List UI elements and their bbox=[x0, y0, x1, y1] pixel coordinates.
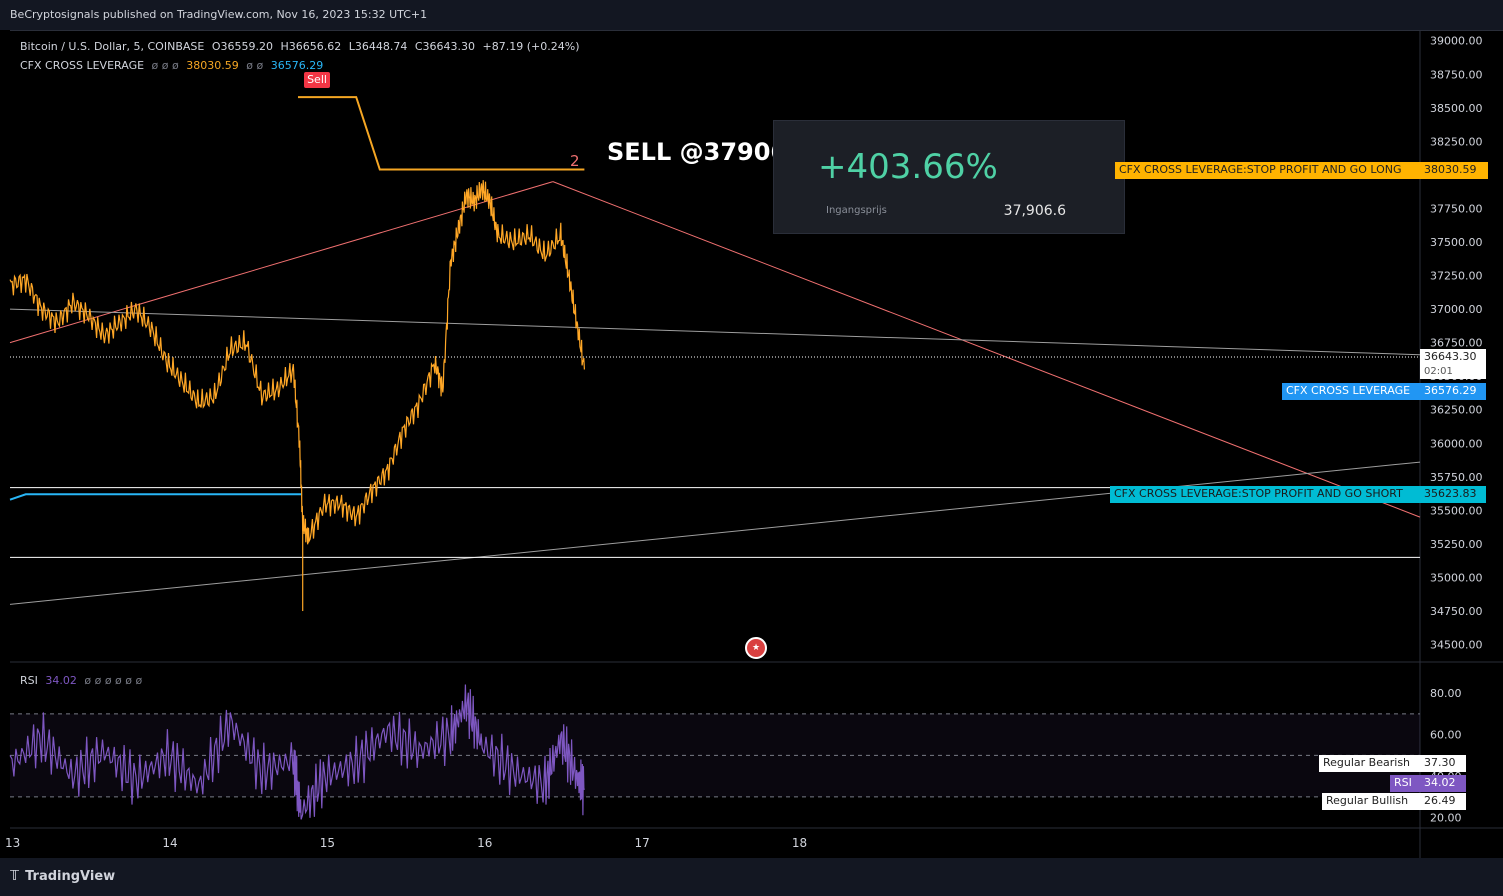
stop-long-value: 38030.59 bbox=[1420, 162, 1488, 179]
change-value: +87.19 (+0.24%) bbox=[482, 40, 580, 53]
rsi-axis-tick: 80.00 bbox=[1430, 687, 1462, 700]
time-axis-tick: 14 bbox=[162, 836, 177, 850]
price-series-line bbox=[9, 180, 585, 545]
countdown-tag: 02:01 bbox=[1420, 365, 1486, 379]
indicator-value-orange: 38030.59 bbox=[186, 59, 239, 72]
indicator-legend: CFX CROSS LEVERAGE ø ø ø 38030.59 ø ø 36… bbox=[20, 59, 327, 72]
time-axis-tick: 17 bbox=[634, 836, 649, 850]
cfx-stop-line-blue bbox=[9, 493, 302, 501]
stop-short-label: CFX CROSS LEVERAGE:STOP PROFIT AND GO SH… bbox=[1110, 486, 1420, 503]
price-axis-tick: 34500.00 bbox=[1430, 639, 1483, 652]
trendline-grey-lower bbox=[9, 461, 1421, 605]
rsi-label-tag: RSI bbox=[1390, 775, 1420, 792]
low-value: L36448.74 bbox=[348, 40, 408, 53]
sell-note: SELL @37906 bbox=[607, 138, 788, 166]
rsi-legend: RSI 34.02 ø ø ø ø ø ø bbox=[20, 674, 146, 687]
tradingview-logo[interactable]: 𝕋 TradingView bbox=[10, 869, 115, 884]
time-axis-tick: 13 bbox=[5, 836, 20, 850]
cfx-value-tag: 36576.29 bbox=[1420, 383, 1486, 400]
price-axis-tick: 39000.00 bbox=[1430, 35, 1483, 48]
regular-bullish-value: 26.49 bbox=[1420, 793, 1466, 810]
time-axis-tick: 18 bbox=[792, 836, 807, 850]
open-value: O36559.20 bbox=[211, 40, 273, 53]
rsi-nulls: ø ø ø ø ø ø bbox=[84, 674, 143, 687]
regular-bearish-value: 37.30 bbox=[1420, 755, 1466, 772]
price-axis-tick: 35250.00 bbox=[1430, 538, 1483, 551]
rsi-axis-tick: 60.00 bbox=[1430, 729, 1462, 742]
price-axis-tick: 35000.00 bbox=[1430, 571, 1483, 584]
price-axis-tick: 36750.00 bbox=[1430, 337, 1483, 350]
price-axis-tick: 38750.00 bbox=[1430, 68, 1483, 81]
tradingview-logo-icon: 𝕋 bbox=[10, 869, 20, 884]
last-price-tag: 36643.30 bbox=[1420, 349, 1486, 365]
pnl-entry-label: Ingangsprijs bbox=[826, 205, 887, 216]
rsi-value-tag: 34.02 bbox=[1420, 775, 1466, 792]
time-axis-tick: 16 bbox=[477, 836, 492, 850]
close-value: C36643.30 bbox=[414, 40, 476, 53]
price-axis-tick: 37000.00 bbox=[1430, 303, 1483, 316]
symbol-name[interactable]: Bitcoin / U.S. Dollar, 5, COINBASE bbox=[20, 40, 205, 53]
symbol-legend: Bitcoin / U.S. Dollar, 5, COINBASE O3655… bbox=[20, 40, 584, 53]
trendline-falling bbox=[552, 181, 1421, 518]
rsi-series-line bbox=[9, 684, 585, 820]
price-axis-tick: 38500.00 bbox=[1430, 102, 1483, 115]
time-axis-tick: 15 bbox=[320, 836, 335, 850]
pnl-percentage: +403.66% bbox=[818, 147, 998, 187]
stop-long-label: CFX CROSS LEVERAGE:STOP PROFIT AND GO LO… bbox=[1115, 162, 1420, 179]
price-axis-tick: 38250.00 bbox=[1430, 135, 1483, 148]
stop-short-value: 35623.83 bbox=[1420, 486, 1486, 503]
cfx-label-tag: CFX CROSS LEVERAGE bbox=[1282, 383, 1420, 400]
tradingview-brand: TradingView bbox=[25, 869, 116, 884]
pnl-entry-value: 37,906.6 bbox=[1003, 203, 1066, 219]
price-axis-tick: 36250.00 bbox=[1430, 404, 1483, 417]
high-value: H36656.62 bbox=[280, 40, 342, 53]
publish-info: BeCryptosignals published on TradingView… bbox=[10, 8, 428, 21]
rsi-axis-tick: 20.00 bbox=[1430, 812, 1462, 825]
publish-bar: BeCryptosignals published on TradingView… bbox=[0, 0, 1503, 30]
sell-badge[interactable]: Sell bbox=[304, 72, 330, 88]
price-axis-tick: 34750.00 bbox=[1430, 605, 1483, 618]
regular-bearish-label: Regular Bearish bbox=[1319, 755, 1420, 772]
indicator-value-blue: 36576.29 bbox=[270, 59, 324, 72]
footer-bar: 𝕋 TradingView bbox=[0, 858, 1503, 896]
price-axis-tick: 37250.00 bbox=[1430, 270, 1483, 283]
indicator-name[interactable]: CFX CROSS LEVERAGE bbox=[20, 59, 145, 72]
price-axis-tick: 37500.00 bbox=[1430, 236, 1483, 249]
regular-bullish-label: Regular Bullish bbox=[1322, 793, 1420, 810]
rsi-name[interactable]: RSI bbox=[20, 674, 38, 687]
price-axis-tick: 35500.00 bbox=[1430, 504, 1483, 517]
us-flag-event-icon[interactable]: ★ bbox=[745, 637, 767, 659]
indicator-nulls: ø ø ø bbox=[151, 59, 179, 72]
trendline-grey-upper bbox=[9, 308, 1421, 356]
rsi-value: 34.02 bbox=[45, 674, 77, 687]
pnl-card: +403.66% Ingangsprijs 37,906.6 bbox=[773, 120, 1125, 234]
wave-label: 2 bbox=[570, 152, 580, 170]
price-axis-tick: 36000.00 bbox=[1430, 437, 1483, 450]
indicator-nulls-2: ø ø bbox=[246, 59, 264, 72]
price-axis-tick: 37750.00 bbox=[1430, 202, 1483, 215]
cfx-stop-line-orange bbox=[297, 96, 585, 171]
price-axis-tick: 35750.00 bbox=[1430, 471, 1483, 484]
